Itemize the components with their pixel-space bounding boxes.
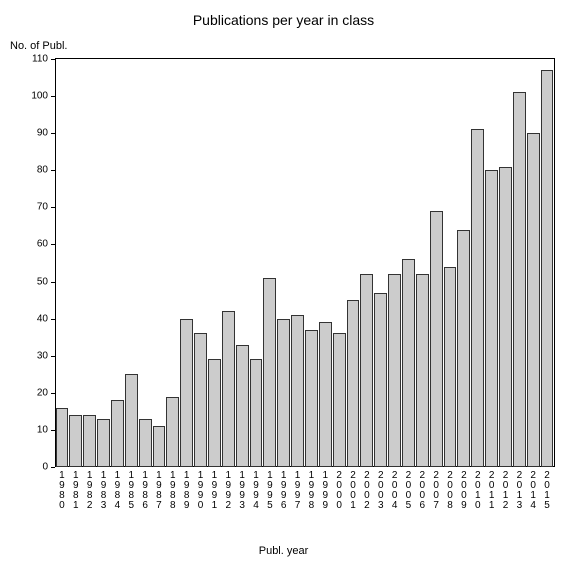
x-tick-label: 1982	[87, 467, 93, 511]
y-tick-label: 60	[37, 239, 55, 250]
x-tick-label: 1988	[170, 467, 176, 511]
y-tick-label: 40	[37, 313, 55, 324]
bar	[97, 419, 110, 467]
x-tick-label: 2010	[475, 467, 481, 511]
y-tick-label: 110	[32, 54, 55, 65]
x-tick-label: 1995	[267, 467, 273, 511]
bar	[250, 359, 263, 467]
y-tick-label: 50	[37, 276, 55, 287]
x-tick-label: 1999	[323, 467, 329, 511]
x-tick-label: 2003	[378, 467, 384, 511]
x-tick-label: 2001	[350, 467, 356, 511]
x-tick-label: 2011	[489, 467, 495, 511]
bar	[457, 230, 470, 467]
x-tick-label: 1990	[198, 467, 204, 511]
x-tick-label: 1993	[239, 467, 245, 511]
y-tick-label: 20	[37, 387, 55, 398]
x-tick-label: 2007	[433, 467, 439, 511]
bar	[388, 274, 401, 467]
y-tick-label: 80	[37, 165, 55, 176]
y-tick-label: 70	[37, 202, 55, 213]
x-tick-label: 1981	[73, 467, 79, 511]
bar	[208, 359, 221, 467]
bar	[56, 408, 69, 467]
bar	[277, 319, 290, 467]
x-tick-label: 2006	[420, 467, 426, 511]
x-tick-label: 1985	[128, 467, 134, 511]
bar	[541, 70, 554, 467]
plot-area: 0102030405060708090100110198019811982198…	[55, 58, 555, 467]
bar	[69, 415, 82, 467]
x-tick-label: 1986	[142, 467, 148, 511]
bar	[139, 419, 152, 467]
x-tick-label: 2002	[364, 467, 370, 511]
bar	[153, 426, 166, 467]
x-tick-label: 1991	[212, 467, 218, 511]
bar	[416, 274, 429, 467]
y-tick-label: 30	[37, 350, 55, 361]
chart-title: Publications per year in class	[0, 12, 567, 28]
x-tick-label: 2013	[517, 467, 523, 511]
chart-container: Publications per year in class No. of Pu…	[0, 0, 567, 567]
bar	[111, 400, 124, 467]
bar	[444, 267, 457, 467]
x-tick-label: 1994	[253, 467, 259, 511]
bar	[527, 133, 540, 467]
y-tick-label: 90	[37, 128, 55, 139]
y-axis-label: No. of Publ.	[10, 40, 67, 52]
x-tick-label: 1996	[281, 467, 287, 511]
x-tick-label: 2014	[530, 467, 536, 511]
bar	[83, 415, 96, 467]
bar	[180, 319, 193, 467]
bar	[430, 211, 443, 467]
x-tick-label: 1997	[295, 467, 301, 511]
bar	[263, 278, 276, 467]
x-tick-label: 2004	[392, 467, 398, 511]
bar	[166, 397, 179, 467]
x-tick-label: 1989	[184, 467, 190, 511]
bar	[222, 311, 235, 467]
y-tick-label: 100	[31, 91, 55, 102]
x-tick-label: 2009	[461, 467, 467, 511]
bar	[360, 274, 373, 467]
x-tick-label: 2008	[447, 467, 453, 511]
x-tick-label: 2015	[544, 467, 550, 511]
bar	[485, 170, 498, 467]
x-tick-label: 1984	[115, 467, 121, 511]
x-tick-label: 1983	[101, 467, 107, 511]
x-tick-label: 1980	[59, 467, 65, 511]
bar	[319, 322, 332, 467]
x-tick-label: 1998	[309, 467, 315, 511]
bar	[236, 345, 249, 467]
x-tick-label: 1992	[225, 467, 231, 511]
y-tick-label: 10	[37, 424, 55, 435]
bar	[513, 92, 526, 467]
bar	[347, 300, 360, 467]
x-tick-label: 2000	[336, 467, 342, 511]
bar	[402, 259, 415, 467]
bar	[333, 333, 346, 467]
bar	[499, 167, 512, 467]
y-tick-label: 0	[42, 462, 55, 473]
bar	[291, 315, 304, 467]
bars-group	[55, 59, 554, 467]
bar	[305, 330, 318, 467]
bar	[471, 129, 484, 467]
x-axis-label: Publ. year	[0, 545, 567, 557]
x-tick-label: 2012	[503, 467, 509, 511]
bar	[194, 333, 207, 467]
bar	[125, 374, 138, 467]
x-tick-label: 1987	[156, 467, 162, 511]
bar	[374, 293, 387, 467]
x-tick-label: 2005	[406, 467, 412, 511]
